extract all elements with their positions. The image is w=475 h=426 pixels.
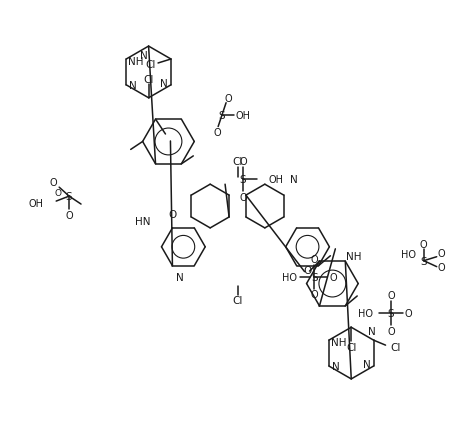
Text: S: S xyxy=(311,272,318,282)
Text: O: O xyxy=(311,254,318,264)
Text: O: O xyxy=(404,308,412,319)
Text: S: S xyxy=(240,175,246,185)
Text: Cl: Cl xyxy=(390,343,401,352)
Text: O: O xyxy=(311,290,318,300)
Text: O: O xyxy=(438,262,446,272)
Text: O: O xyxy=(330,272,337,282)
Text: N: N xyxy=(363,359,371,369)
Text: N: N xyxy=(332,361,340,371)
Text: NH: NH xyxy=(331,337,347,347)
Text: N: N xyxy=(177,272,184,282)
Text: O: O xyxy=(55,188,62,197)
Text: O: O xyxy=(438,248,446,258)
Text: Cl: Cl xyxy=(143,75,154,85)
Text: O: O xyxy=(65,210,73,221)
Text: O: O xyxy=(213,127,221,137)
Text: Cl: Cl xyxy=(233,157,243,167)
Text: O: O xyxy=(387,291,395,301)
Text: N: N xyxy=(140,51,148,61)
Text: O: O xyxy=(304,265,312,275)
Text: O: O xyxy=(387,326,395,337)
Text: OH: OH xyxy=(269,175,284,185)
Text: Cl: Cl xyxy=(233,296,243,306)
Text: NH: NH xyxy=(346,251,362,261)
Text: N: N xyxy=(160,79,168,89)
Text: HO: HO xyxy=(358,308,373,319)
Text: NH: NH xyxy=(128,57,144,67)
Text: O: O xyxy=(420,239,428,249)
Text: O: O xyxy=(239,157,247,167)
Text: S: S xyxy=(420,256,427,266)
Text: N: N xyxy=(290,175,297,185)
Text: Cl: Cl xyxy=(346,343,356,352)
Text: O: O xyxy=(168,210,177,219)
Text: O: O xyxy=(224,94,232,104)
Text: O: O xyxy=(49,178,57,188)
Text: N: N xyxy=(368,326,376,337)
Text: HN: HN xyxy=(135,216,151,226)
Text: Cl: Cl xyxy=(145,60,155,70)
Text: O: O xyxy=(239,193,247,203)
Text: S: S xyxy=(66,192,72,201)
Text: N: N xyxy=(129,81,137,91)
Text: HO: HO xyxy=(401,249,417,259)
Text: S: S xyxy=(388,308,394,319)
Text: OH: OH xyxy=(28,199,43,209)
Text: OH: OH xyxy=(236,110,250,121)
Text: HO: HO xyxy=(282,272,297,282)
Text: S: S xyxy=(219,110,226,121)
